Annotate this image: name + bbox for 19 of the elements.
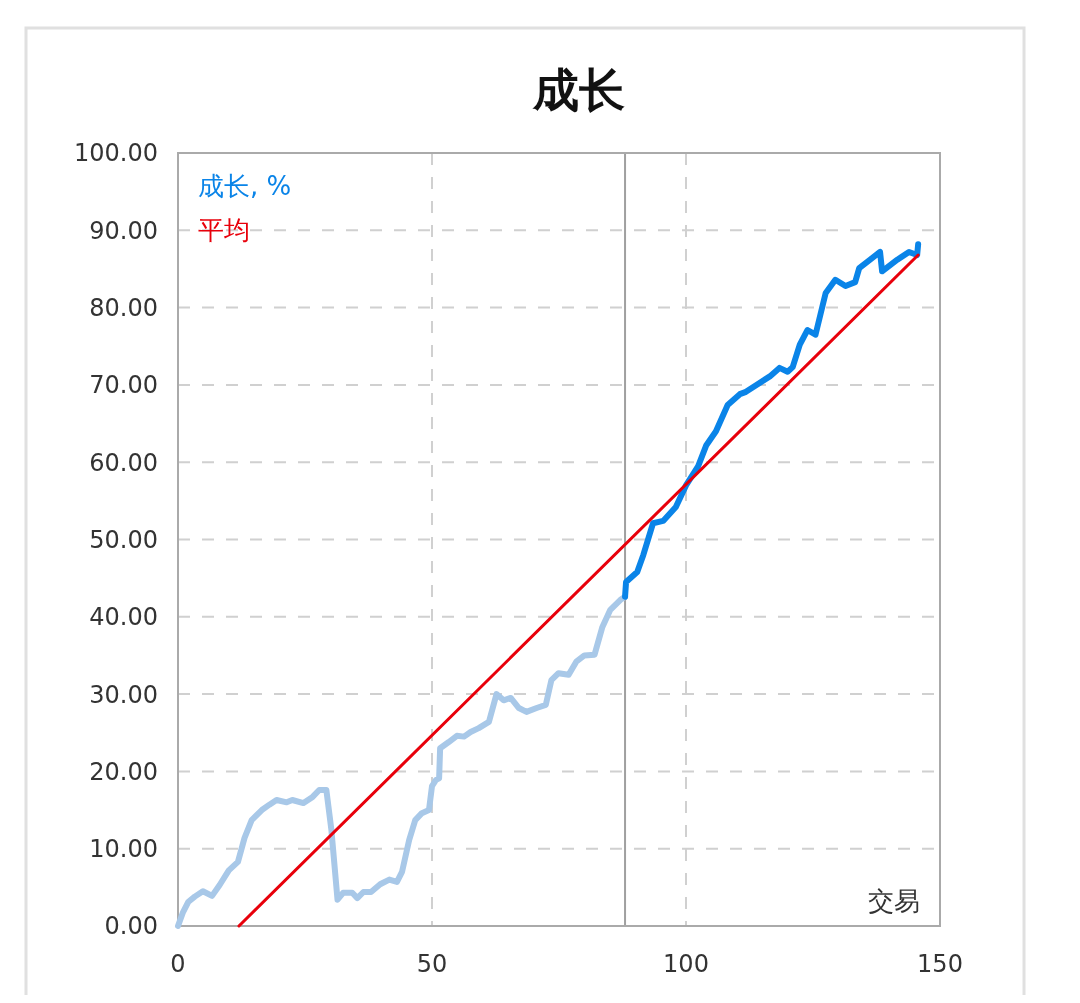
chart-title: 成长 [532,63,625,117]
x-axis-title: 交易 [868,886,920,916]
y-tick-label: 100.00 [74,139,158,168]
y-tick-label: 70.00 [89,371,158,400]
text: 平均 [198,215,250,245]
y-tick-label: 40.00 [89,603,158,632]
y-tick-label: 0.00 [104,912,158,941]
y-tick-label: 10.00 [89,835,158,864]
x-tick-label: 150 [917,950,963,978]
y-tick-label: 60.00 [89,448,158,477]
text: 成长, % [198,171,292,201]
y-tick-label: 80.00 [89,294,158,322]
x-tick-label: 0 [170,950,186,978]
x-tick-label: 100 [663,950,709,978]
y-tick-label: 50.00 [89,525,158,554]
y-tick-label: 20.00 [89,757,158,786]
y-tick-label: 90.00 [89,216,158,245]
y-tick-label: 30.00 [89,680,158,709]
x-tick-label: 50 [416,950,448,978]
